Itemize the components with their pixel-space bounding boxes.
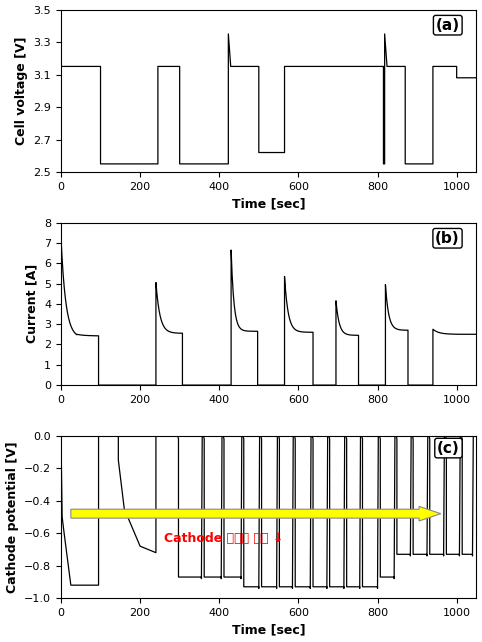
Text: (c): (c) xyxy=(437,440,460,456)
Y-axis label: Cell voltage [V]: Cell voltage [V] xyxy=(15,37,28,145)
Text: (b): (b) xyxy=(435,230,460,246)
Text: (a): (a) xyxy=(436,18,460,33)
Y-axis label: Current [A]: Current [A] xyxy=(26,265,39,343)
Y-axis label: Cathode potential [V]: Cathode potential [V] xyxy=(6,441,18,593)
Text: Cathode 잠기는 높이 ↓: Cathode 잠기는 높이 ↓ xyxy=(164,532,283,544)
X-axis label: Time [sec]: Time [sec] xyxy=(232,623,306,636)
FancyArrow shape xyxy=(71,507,441,521)
X-axis label: Time [sec]: Time [sec] xyxy=(232,197,306,211)
